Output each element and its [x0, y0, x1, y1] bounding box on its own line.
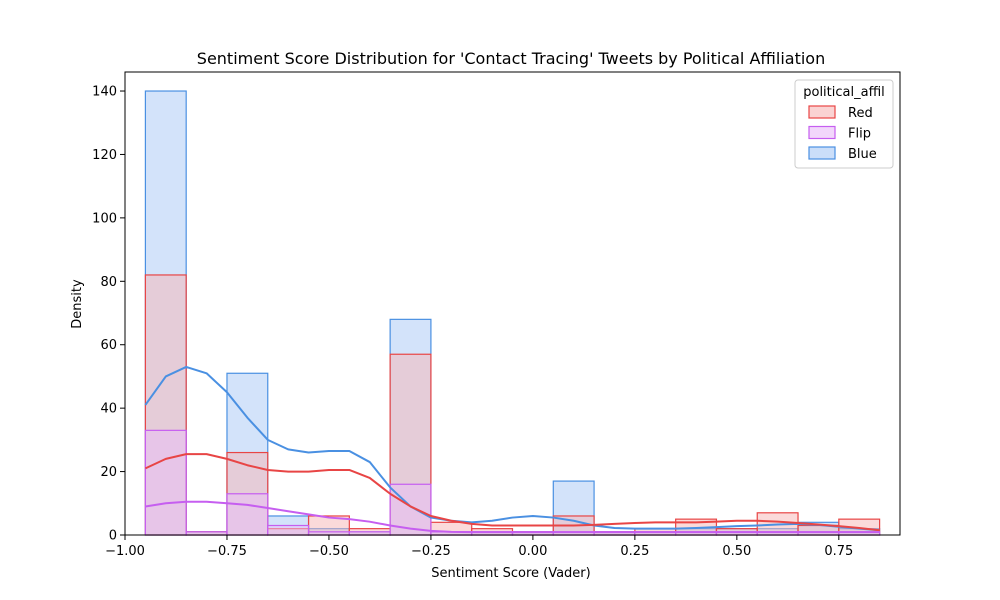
y-tick-label: 100	[92, 211, 117, 226]
x-tick-label: −0.25	[411, 544, 451, 559]
legend-label-flip: Flip	[848, 127, 871, 142]
y-tick-label: 60	[100, 338, 117, 353]
kde-line-red	[144, 453, 880, 532]
bar-flip-3	[267, 524, 310, 536]
legend-swatch-flip	[808, 125, 836, 140]
x-axis-label: Sentiment Score (Vader)	[431, 566, 590, 581]
x-tick-label: −0.75	[207, 544, 247, 559]
x-tick-label: 0.75	[824, 544, 853, 559]
legend-swatch-blue	[808, 146, 836, 160]
bars-layer	[144, 90, 881, 536]
x-tick-label: 0.50	[722, 544, 751, 559]
legend-label-red: Red	[848, 106, 873, 121]
y-axis-label: Density	[70, 279, 85, 329]
axes-layer: −1.00 −0.75 −0.50 −0.25 0.00 0.25 0.50 0.75 0 20 4…	[92, 71, 901, 559]
legend-box	[794, 79, 894, 169]
kde-layer	[144, 365, 880, 534]
y-tick-label: 120	[92, 148, 117, 163]
y-tick-label: 140	[92, 85, 117, 100]
x-tick-label: 0.25	[620, 544, 649, 559]
bar-flip-0	[144, 429, 187, 536]
x-tick-label: 0.00	[518, 544, 547, 559]
legend-title: political_affil	[803, 85, 885, 100]
kde-line-flip	[145, 500, 880, 534]
y-tick-label: 20	[100, 465, 117, 480]
series-flip-bars	[144, 429, 881, 536]
legend-swatch-red	[808, 105, 836, 119]
legend-label-blue: Blue	[848, 147, 877, 162]
y-tick-label: 0	[109, 529, 117, 544]
kde-line-blue	[144, 365, 880, 532]
x-tick-label: −0.50	[309, 544, 349, 559]
y-tick-label: 80	[100, 275, 117, 290]
bar-flip-2	[226, 493, 269, 536]
chart-title: Sentiment Score Distribution for 'Contac…	[197, 49, 825, 68]
x-tick-label: −1.00	[105, 544, 145, 559]
plot-frame	[124, 71, 901, 536]
y-tick-label: 40	[100, 402, 117, 417]
legend: political_affil Red Flip Blue	[794, 79, 894, 169]
